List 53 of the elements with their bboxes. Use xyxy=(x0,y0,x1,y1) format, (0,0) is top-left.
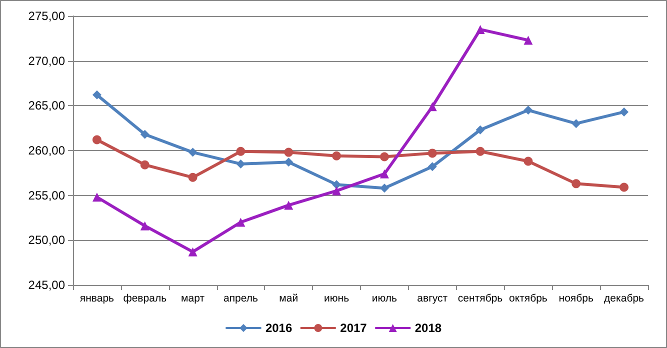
point xyxy=(524,106,533,115)
point xyxy=(188,148,198,157)
point xyxy=(620,182,629,192)
point xyxy=(380,152,389,162)
point xyxy=(572,179,581,188)
legend-label: 2018 xyxy=(414,321,442,335)
y-tick-label: 255,00 xyxy=(28,188,66,202)
x-tick-label: май xyxy=(279,292,298,304)
point xyxy=(476,146,485,156)
point xyxy=(188,172,198,182)
point xyxy=(380,169,389,178)
point xyxy=(92,135,102,144)
y-tick-label: 270,00 xyxy=(28,54,66,68)
x-tick-label: август xyxy=(417,292,448,304)
point xyxy=(140,130,150,139)
point xyxy=(284,148,294,157)
x-tick-label: ноябрь xyxy=(558,292,594,304)
x-tick-label: июль xyxy=(372,292,398,304)
point xyxy=(236,218,246,227)
y-tick-label: 245,00 xyxy=(28,278,66,292)
legend-label: 2017 xyxy=(340,321,368,335)
point xyxy=(284,200,294,210)
point xyxy=(92,90,102,100)
x-tick-label: апрель xyxy=(223,292,258,304)
point xyxy=(620,107,629,116)
point xyxy=(476,125,485,134)
point xyxy=(332,151,342,160)
point xyxy=(428,102,437,112)
point xyxy=(188,247,198,256)
x-tick-label: июнь xyxy=(324,292,350,304)
y-tick-label: 250,00 xyxy=(28,233,66,248)
point xyxy=(572,119,581,128)
point xyxy=(428,148,437,158)
point xyxy=(428,162,437,172)
point xyxy=(236,146,246,156)
point xyxy=(524,156,533,166)
x-tick-label: январь xyxy=(80,292,115,304)
point xyxy=(140,221,150,230)
point xyxy=(140,160,150,170)
x-tick-label: сентябрь xyxy=(458,292,504,304)
point xyxy=(284,158,294,167)
y-tick-label: 260,00 xyxy=(28,144,66,158)
x-tick-label: март xyxy=(181,292,205,304)
x-tick-label: декабрь xyxy=(604,292,645,304)
point xyxy=(476,24,485,34)
x-tick-label: октябрь xyxy=(509,292,548,304)
legend-label: 2016 xyxy=(265,321,292,335)
x-tick-label: февраль xyxy=(123,292,168,304)
point xyxy=(92,192,102,202)
y-tick-label: 275,00 xyxy=(28,9,66,23)
y-tick-label: 265,00 xyxy=(28,98,66,113)
point xyxy=(332,186,342,196)
point xyxy=(524,36,533,45)
